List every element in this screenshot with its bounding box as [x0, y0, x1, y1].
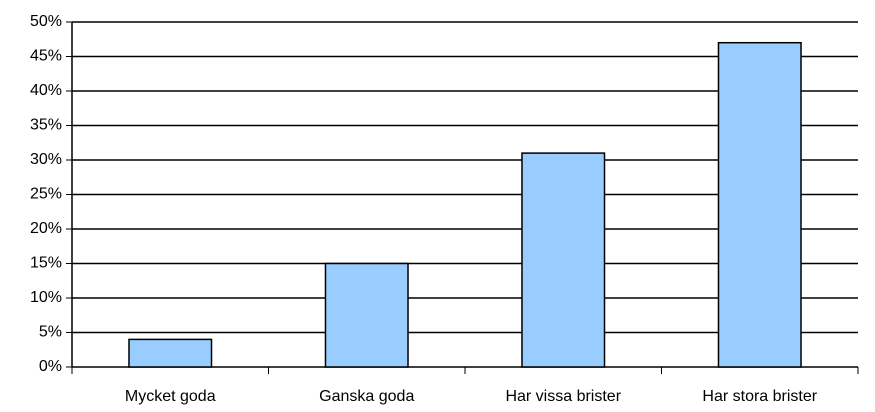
bar [324, 262, 409, 368]
bar [521, 152, 606, 368]
x-tick-label: Har stora brister [702, 388, 817, 405]
y-tick-label: 40% [30, 82, 62, 99]
y-tick-label: 30% [30, 151, 62, 168]
y-tick-label: 10% [30, 289, 62, 306]
y-tick-label: 5% [39, 324, 62, 341]
y-tick-label: 50% [30, 13, 62, 30]
y-tick-label: 0% [39, 358, 62, 375]
y-tick-label: 35% [30, 117, 62, 134]
x-tick-label: Har vissa brister [505, 388, 621, 405]
bar [128, 338, 213, 368]
bar [717, 41, 802, 368]
y-tick-label: 20% [30, 220, 62, 237]
y-tick-label: 45% [30, 48, 62, 65]
x-tick-label: Ganska goda [319, 388, 414, 405]
x-tick-label: Mycket goda [125, 388, 216, 405]
y-tick-label: 15% [30, 255, 62, 272]
y-tick-label: 25% [30, 186, 62, 203]
